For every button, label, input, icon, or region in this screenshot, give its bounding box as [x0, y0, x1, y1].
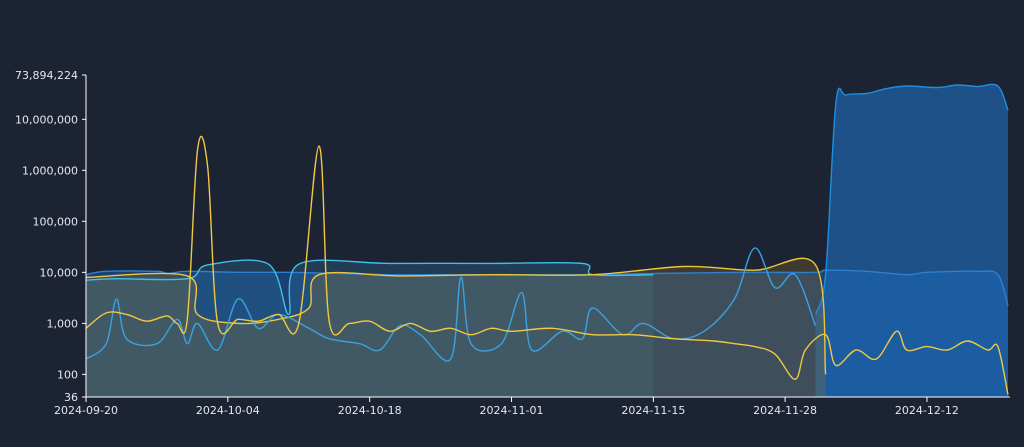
- series-2-area: [815, 84, 1008, 398]
- y-tick-label: 100,000: [33, 215, 79, 228]
- y-tick-label: 36: [64, 391, 78, 404]
- x-tick-label: 2024-11-01: [480, 404, 544, 417]
- series-3-area: [86, 260, 654, 397]
- y-tick-label: 10,000,000: [15, 113, 78, 126]
- x-axis-ticks: 2024-09-20 2024-10-04 2024-10-18 2024-11-01…: [54, 397, 959, 417]
- x-tick-label: 2024-12-12: [895, 404, 959, 417]
- y-tick-label: 100: [57, 368, 78, 381]
- y-tick-label: 73,894,224: [15, 69, 78, 82]
- x-tick-label: 2024-11-15: [621, 404, 685, 417]
- x-tick-label: 2024-09-20: [54, 404, 118, 417]
- axes: [85, 75, 1010, 398]
- y-tick-label: 10,000: [40, 266, 79, 279]
- series-2-line: [814, 83, 1009, 315]
- x-tick-label: 2024-10-18: [338, 404, 402, 417]
- y-tick-label: 1,000,000: [22, 164, 78, 177]
- series-4-line: [85, 257, 827, 375]
- series-1-area: [86, 270, 1008, 397]
- x-tick-label: 2024-10-04: [196, 404, 260, 417]
- x-tick-label: 2024-11-28: [753, 404, 817, 417]
- y-axis-ticks: 36 100 1,000 10,000 100,000 1,000,000 10,000,0…: [15, 69, 86, 404]
- series-6-line: [85, 135, 1009, 395]
- y-tick-label: 1,000: [47, 317, 79, 330]
- series-3-line: [85, 259, 654, 316]
- series-areas: [86, 84, 1008, 398]
- series-lines: [85, 83, 1009, 395]
